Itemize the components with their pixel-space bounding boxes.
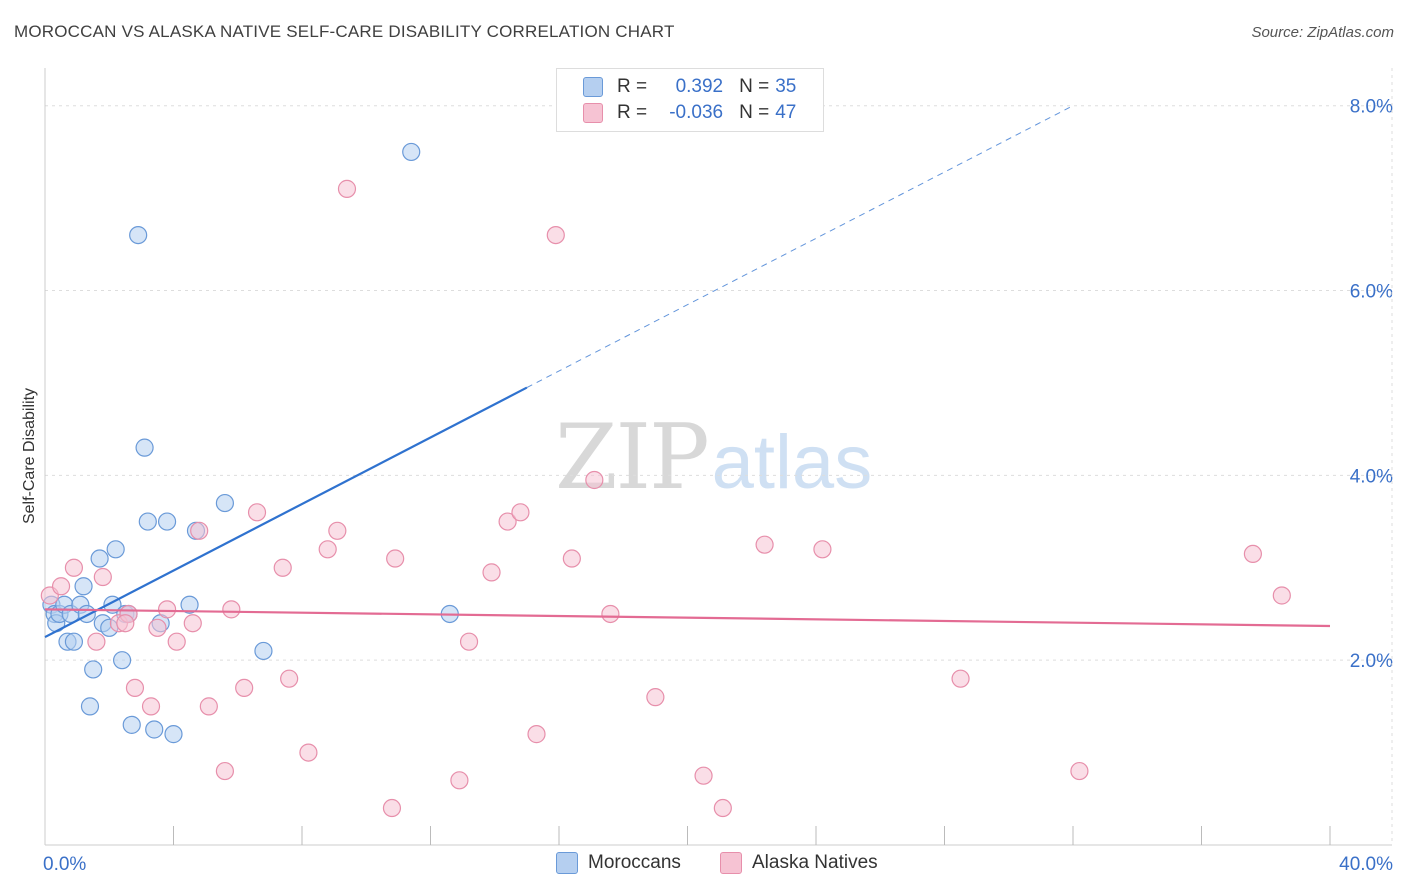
alaska-native-point [215, 761, 234, 781]
alaska-native-point [273, 558, 292, 577]
legend-n-value: 35 [775, 76, 797, 97]
moroccan-point [180, 595, 199, 614]
moroccan-point [254, 641, 273, 661]
y-tick-label: 8.0% [1350, 97, 1393, 118]
legend-n-label: N = [739, 102, 770, 123]
alaska-native-point [527, 725, 546, 744]
legend-r-label: R = [617, 76, 648, 97]
moroccan-point [90, 549, 109, 568]
alaska-native-point [318, 540, 337, 559]
moroccan-point [215, 493, 234, 513]
alaska-native-point [199, 697, 218, 716]
series-legend-label: Alaska Natives [752, 852, 878, 873]
series-legend-alaska-natives[interactable]: Alaska Natives [720, 852, 878, 874]
alaska-native-point [646, 688, 665, 707]
alaska-native-point [337, 179, 357, 198]
legend-n-value: 47 [775, 102, 797, 123]
alaska-native-point [386, 549, 405, 568]
alaska-native-point [125, 678, 145, 698]
legend-swatch-pink [720, 852, 742, 874]
moroccan-point [122, 715, 141, 734]
legend-swatch-pink [583, 103, 603, 123]
alaska-native-trendline [44, 608, 1331, 628]
series-legend-moroccans[interactable]: Moroccans [556, 852, 681, 874]
alaska-native-point [601, 604, 620, 624]
moroccan-point [145, 720, 164, 739]
moroccan-point [402, 142, 421, 162]
alaska-native-point [299, 743, 318, 762]
moroccan-point [77, 604, 96, 624]
series-legend-label: Moroccans [588, 852, 681, 873]
alaska-native-point [51, 577, 71, 596]
x-tick-label: 40.0% [1339, 854, 1393, 875]
alaska-native-point [328, 521, 347, 540]
moroccan-point [74, 577, 93, 596]
alaska-native-point [585, 470, 604, 490]
moroccan-point [80, 697, 100, 716]
moroccan-point [129, 225, 148, 245]
chart-title: MOROCCAN VS ALASKA NATIVE SELF-CARE DISA… [14, 22, 675, 41]
legend-row-alaska-natives: R = -0.036 N = 47 [583, 101, 796, 125]
alaska-native-point [694, 766, 713, 785]
alaska-native-point [450, 771, 469, 790]
y-tick-label: 2.0% [1350, 651, 1393, 672]
alaska-native-point [511, 503, 530, 522]
alaska-native-point [167, 632, 186, 651]
legend-swatch-blue [556, 852, 578, 874]
alaska-native-point [1272, 586, 1291, 605]
alaska-native-point [498, 512, 517, 531]
alaska-native-point [247, 503, 267, 522]
moroccan-point [157, 512, 177, 531]
alaska-native-point [183, 614, 202, 633]
moroccan-point [164, 725, 183, 744]
correlation-legend: R = 0.392 N = 35 R = -0.036 N = 47 [556, 68, 824, 132]
alaska-native-point [157, 600, 177, 619]
moroccan-point [135, 438, 154, 457]
alaska-native-point [280, 669, 299, 688]
legend-row-moroccans: R = 0.392 N = 35 [583, 75, 796, 99]
moroccan-point [106, 540, 125, 559]
alaska-native-point [813, 540, 832, 559]
legend-r-value: -0.036 [669, 102, 724, 123]
moroccan-point [64, 632, 84, 651]
alaska-native-point [235, 678, 254, 698]
y-tick-label: 6.0% [1350, 282, 1393, 303]
alaska-native-point [951, 669, 970, 688]
alaska-native-point [1243, 544, 1263, 564]
alaska-native-point [482, 563, 501, 582]
alaska-native-point [87, 632, 106, 651]
alaska-native-point [546, 225, 565, 245]
alaska-native-point [755, 535, 774, 554]
alaska-native-point [459, 632, 479, 651]
moroccan-trendline-extension [526, 105, 1074, 389]
y-tick-label: 4.0% [1350, 466, 1393, 487]
alaska-native-point [93, 567, 112, 587]
alaska-native-point [116, 614, 135, 633]
alaska-native-point [562, 549, 581, 568]
x-tick-label: 0.0% [43, 854, 86, 875]
legend-r-value: 0.392 [675, 76, 724, 97]
moroccan-point [112, 651, 132, 670]
alaska-native-point [190, 521, 209, 540]
alaska-native-point [382, 798, 402, 818]
source-label: Source: ZipAtlas.com [1251, 24, 1394, 41]
series-legend: Moroccans Alaska Natives [0, 852, 1406, 878]
moroccan-trendline [44, 386, 528, 639]
alaska-native-point [713, 798, 732, 818]
alaska-native-point [1070, 761, 1089, 781]
alaska-native-point [222, 600, 241, 619]
legend-r-label: R = [617, 102, 648, 123]
legend-swatch-blue [583, 77, 603, 97]
alaska-native-point [148, 618, 167, 637]
alaska-native-point [64, 558, 84, 577]
moroccan-point [84, 660, 103, 679]
moroccan-point [138, 512, 157, 531]
alaska-native-point [141, 697, 161, 716]
legend-n-label: N = [739, 76, 770, 97]
